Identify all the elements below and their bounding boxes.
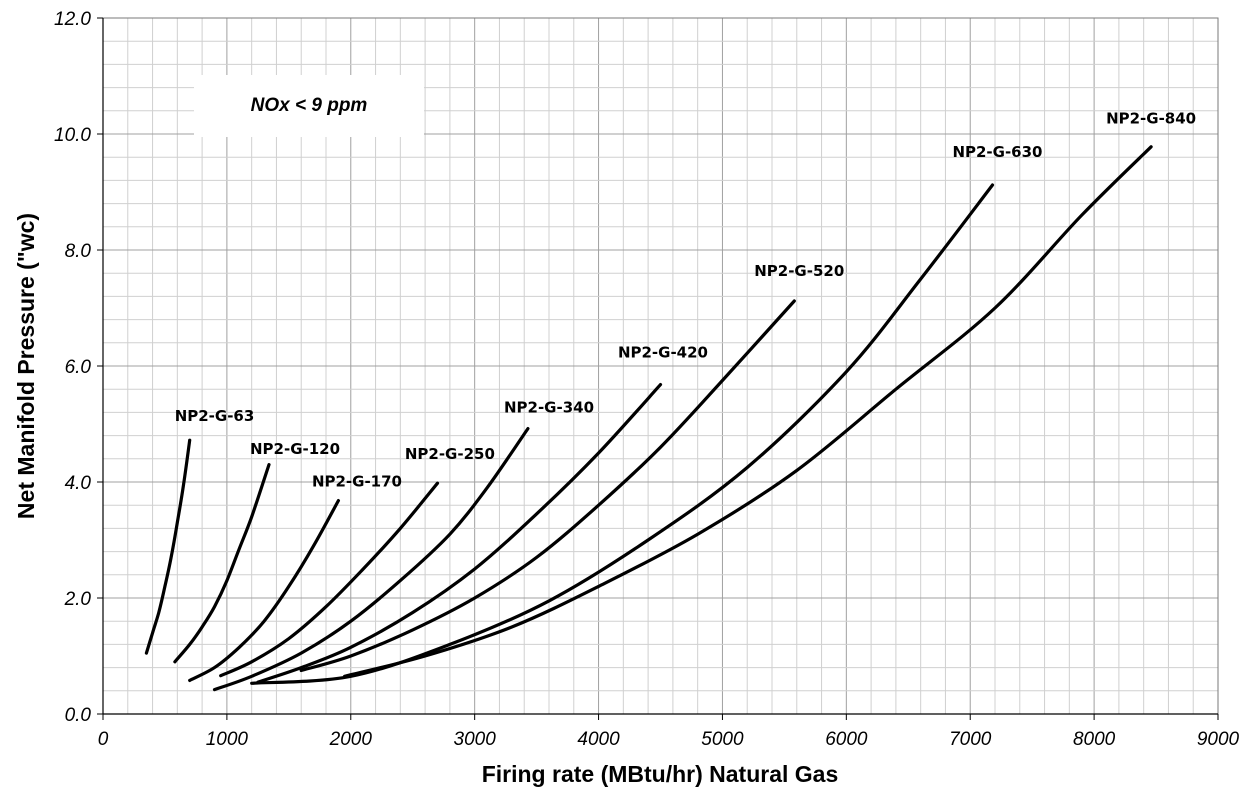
x-tick-label: 7000 [949, 729, 992, 750]
series-line-np2-g-170 [188, 499, 340, 682]
series-label: NP2-G-340 [504, 398, 594, 416]
series-label: NP2-G-520 [754, 262, 844, 280]
annotation-text: NOx < 9 ppm [251, 95, 368, 116]
x-tick-label: 1000 [206, 729, 249, 750]
series-line-np2-g-250 [219, 481, 440, 678]
x-tick-label: 5000 [701, 729, 744, 750]
y-tick-label: 10.0 [54, 125, 91, 146]
series-line-np2-g-520 [299, 299, 796, 673]
series-label: NP2-G-840 [1106, 110, 1196, 128]
y-tick-labels: 0.0 2.0 4.0 6.0 8.0 10.0 12.0 [54, 9, 103, 726]
annotation-box: NOx < 9 ppm [194, 75, 424, 137]
y-tick-label: 6.0 [65, 357, 92, 378]
x-tick-label: 3000 [454, 729, 497, 750]
x-tick-label: 6000 [825, 729, 868, 750]
x-tick-labels: 0 1000 2000 3000 4000 5000 6000 7000 8000 9000 [98, 714, 1240, 750]
y-tick-label: 2.0 [64, 589, 92, 610]
series-lines [144, 145, 1153, 692]
x-tick-label: 4000 [577, 729, 620, 750]
y-tick-label: 0.0 [65, 705, 92, 726]
y-tick-label: 12.0 [54, 9, 91, 30]
series-label: NP2-G-170 [312, 473, 402, 491]
series-label: NP2-G-120 [250, 440, 340, 458]
x-tick-label: 8000 [1073, 729, 1116, 750]
y-tick-label: 8.0 [65, 241, 92, 262]
x-axis-title: Firing rate (MBtu/hr) Natural Gas [482, 761, 839, 787]
y-axis-title: Net Manifold Pressure ("wc) [13, 213, 39, 519]
series-label: NP2-G-63 [175, 407, 255, 425]
series-line-np2-g-420 [256, 383, 663, 684]
x-tick-label: 9000 [1197, 729, 1240, 750]
series-line-np2-g-340 [212, 427, 530, 692]
series-label: NP2-G-250 [405, 445, 495, 463]
series-label: NP2-G-420 [618, 343, 708, 361]
series-line-np2-g-840 [343, 145, 1153, 678]
x-tick-label: 2000 [329, 729, 373, 750]
series-line-np2-g-630 [250, 183, 995, 685]
x-tick-label: 0 [98, 729, 109, 750]
series-line-np2-g-120 [173, 463, 271, 664]
series-line-np2-g-63 [144, 438, 192, 655]
y-tick-label: 4.0 [65, 473, 92, 494]
series-label: NP2-G-630 [952, 143, 1042, 161]
